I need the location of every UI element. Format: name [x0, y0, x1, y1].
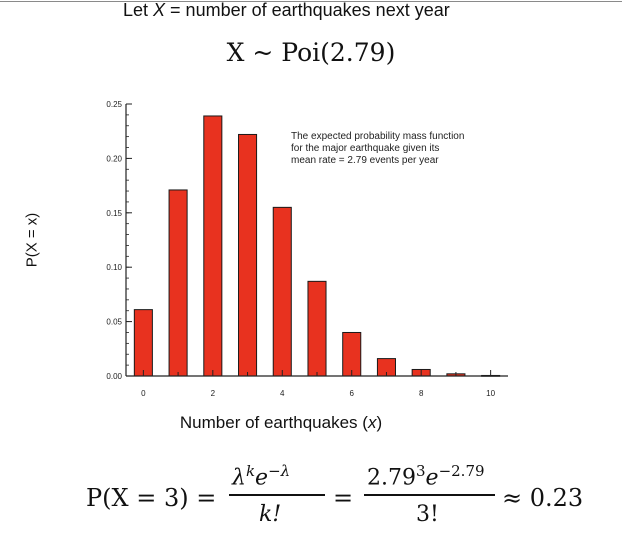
top-divider	[0, 1, 622, 2]
formula-frac2-numerator: 2.793e−2.79	[367, 462, 485, 491]
pmf-formula: P(X = 3) = λke−λ k! = 2.793e−2.79 3! ≈ 0…	[0, 455, 622, 535]
x-tick-label: 8	[419, 389, 424, 398]
axes-group: 0.00 0.05 0.10 0.15 0.20 0.25 0 2 4 6 8 10	[106, 100, 508, 398]
y-tick-label: 0.20	[106, 154, 122, 163]
annotation-line: mean rate = 2.79 events per year	[291, 155, 439, 166]
x-axis-label-variable: x	[367, 413, 377, 432]
x-tick-label: 0	[141, 389, 146, 398]
formula-result: ≈ 0.23	[502, 484, 584, 512]
formula-frac1-numerator: λke−λ	[232, 462, 291, 491]
y-tick-label: 0.10	[106, 263, 122, 272]
bar-x3	[238, 133, 258, 377]
y-tick-label: 0.05	[106, 318, 122, 327]
bar-x4	[272, 206, 292, 377]
formula-frac1-bar	[229, 494, 325, 496]
formula-frac2-bar	[364, 494, 495, 496]
pmf-bar-chart: 0.00 0.05 0.10 0.15 0.20 0.25 0 2 4 6 8 10 The expe…	[106, 100, 508, 398]
bar-x2	[203, 115, 223, 377]
x-tick-label: 4	[280, 389, 285, 398]
bars-group	[133, 115, 501, 377]
x-tick-label: 2	[211, 389, 216, 398]
formula-lhs: P(X = 3) =	[86, 484, 217, 512]
definition-suffix: = number of earthquakes next year	[165, 0, 450, 20]
definition-variable: X	[153, 0, 166, 20]
bar-x1	[168, 189, 188, 377]
y-tick-label: 0.15	[106, 209, 122, 218]
y-tick-label: 0.00	[106, 372, 122, 381]
annotation-group: The expected probability mass functionfo…	[291, 131, 464, 166]
definition-prefix: Let	[123, 0, 154, 20]
formula-frac2-denominator: 3!	[416, 502, 439, 527]
y-tick-label: 0.25	[106, 100, 122, 109]
x-tick-label: 10	[486, 389, 495, 398]
bar-x0	[133, 309, 153, 377]
formula-frac1-denominator: k!	[259, 502, 282, 527]
distribution-statement: X ~ Poi(2.79)	[226, 38, 396, 67]
annotation-line: The expected probability mass function	[291, 131, 464, 142]
bar-x6	[342, 331, 362, 377]
definition-text: Let X = number of earthquakes next year	[123, 0, 450, 21]
formula-equals: =	[333, 484, 354, 512]
bar-x5	[307, 280, 327, 377]
x-axis-label: Number of earthquakes (x)	[179, 413, 383, 432]
x-tick-label: 6	[350, 389, 355, 398]
annotation-line: for the major earthquake given its	[291, 143, 439, 154]
